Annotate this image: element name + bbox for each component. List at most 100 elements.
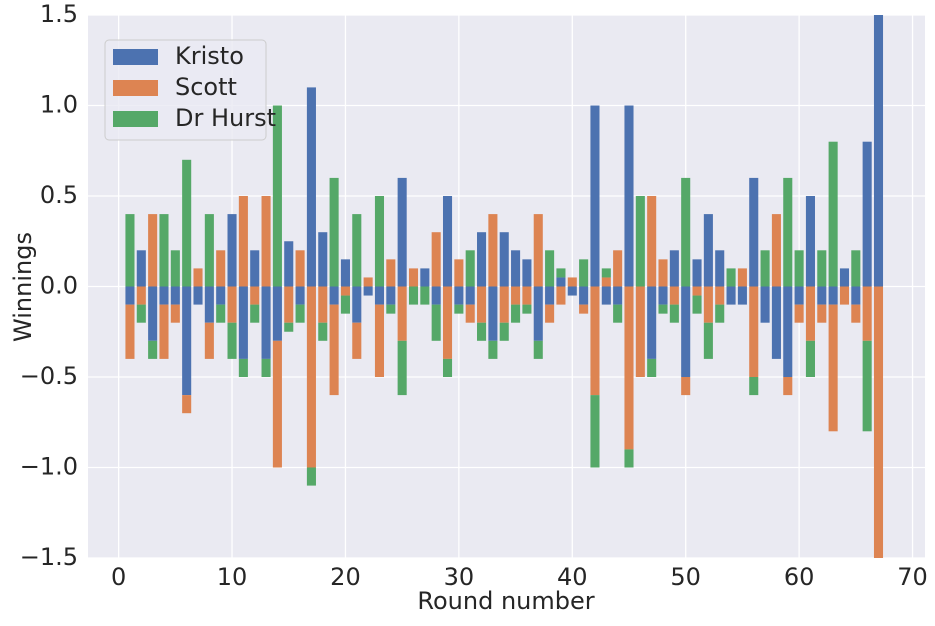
bar (159, 304, 169, 359)
bar (499, 322, 509, 341)
bar (805, 196, 815, 287)
y-tick-label: 0.5 (40, 181, 78, 209)
bar (828, 141, 838, 287)
bar (579, 304, 589, 314)
bar (318, 286, 328, 323)
x-tick-label: 10 (217, 563, 248, 591)
bar (635, 196, 645, 287)
bar (669, 304, 679, 323)
bar (760, 286, 770, 323)
bar (613, 250, 623, 287)
bar (624, 105, 634, 287)
bar (477, 322, 487, 341)
bar (624, 286, 634, 450)
bar (431, 286, 441, 305)
bar (454, 286, 464, 305)
bar (669, 250, 679, 287)
bar (783, 286, 793, 377)
bar (272, 340, 282, 468)
bar (318, 232, 328, 287)
bar (601, 286, 611, 305)
bar (352, 322, 362, 359)
bar (749, 377, 759, 396)
bar (477, 286, 487, 323)
bar (635, 286, 645, 377)
bar (590, 105, 600, 287)
bar (794, 286, 804, 305)
bar (511, 250, 521, 287)
bar (647, 196, 657, 287)
x-axis-label: Round number (417, 587, 594, 615)
x-tick-label: 30 (444, 563, 475, 591)
bar (408, 286, 419, 305)
legend-label: Scott (175, 73, 237, 101)
bar (182, 286, 192, 396)
bar (159, 286, 169, 305)
legend-swatch (113, 111, 158, 127)
y-tick-label: 1.5 (40, 0, 78, 28)
legend-label: Dr Hurst (175, 104, 276, 132)
bar (703, 214, 713, 287)
bar (556, 268, 566, 278)
bar (442, 196, 453, 287)
bar (216, 304, 226, 323)
bar (579, 259, 589, 287)
bar (545, 286, 555, 305)
bar (828, 286, 838, 305)
bar (601, 277, 611, 287)
bar (737, 268, 747, 287)
bar (703, 286, 713, 323)
bar (817, 304, 827, 323)
bar (556, 277, 566, 287)
bar (148, 214, 158, 287)
bar (647, 286, 657, 359)
bar (272, 286, 282, 341)
bar (204, 214, 214, 287)
bar (386, 286, 396, 305)
bar (545, 250, 555, 287)
bar (692, 259, 702, 287)
bar (261, 358, 271, 377)
bar (669, 286, 679, 305)
bar (851, 286, 861, 305)
bar (805, 286, 815, 341)
bar (250, 304, 260, 323)
bar (715, 250, 725, 287)
bar (204, 322, 214, 359)
bar (216, 250, 226, 287)
bar (386, 304, 396, 314)
bar (284, 286, 294, 323)
y-tick-label: −1.0 (20, 453, 78, 481)
bar (295, 250, 305, 287)
bar (182, 159, 192, 287)
x-tick-label: 70 (897, 563, 928, 591)
bar (374, 304, 385, 377)
bar (511, 286, 521, 305)
bar (647, 358, 657, 377)
bar (340, 286, 350, 296)
x-tick-label: 0 (111, 563, 126, 591)
bar (193, 268, 203, 287)
bar (579, 286, 589, 305)
y-axis-label: Winnings (9, 232, 37, 342)
bar (352, 214, 362, 287)
bar (182, 395, 192, 414)
bar (363, 286, 373, 296)
bar (794, 250, 804, 287)
bar (488, 214, 498, 287)
bar (681, 377, 691, 396)
bar (227, 286, 237, 323)
x-tick-label: 40 (557, 563, 588, 591)
bar (340, 295, 350, 314)
bar (499, 232, 509, 287)
y-tick-label: 0.0 (40, 272, 78, 300)
bar (726, 268, 736, 287)
bar (658, 259, 668, 287)
bar (511, 304, 521, 323)
bar (658, 304, 668, 314)
bar (533, 214, 543, 287)
bar (658, 286, 668, 305)
bar (431, 232, 441, 287)
bar (159, 214, 169, 287)
bar (136, 250, 146, 287)
